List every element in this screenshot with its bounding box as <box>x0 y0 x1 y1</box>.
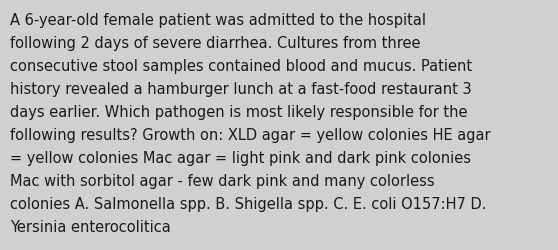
Text: history revealed a hamburger lunch at a fast-food restaurant 3: history revealed a hamburger lunch at a … <box>10 82 472 96</box>
Text: following results? Growth on: XLD agar = yellow colonies HE agar: following results? Growth on: XLD agar =… <box>10 128 490 142</box>
Text: consecutive stool samples contained blood and mucus. Patient: consecutive stool samples contained bloo… <box>10 58 472 74</box>
Text: Mac with sorbitol agar - few dark pink and many colorless: Mac with sorbitol agar - few dark pink a… <box>10 174 435 188</box>
Text: days earlier. Which pathogen is most likely responsible for the: days earlier. Which pathogen is most lik… <box>10 104 468 120</box>
Text: following 2 days of severe diarrhea. Cultures from three: following 2 days of severe diarrhea. Cul… <box>10 36 421 51</box>
Text: colonies A. Salmonella spp. B. Shigella spp. C. E. coli O157:H7 D.: colonies A. Salmonella spp. B. Shigella … <box>10 196 487 212</box>
Text: A 6-year-old female patient was admitted to the hospital: A 6-year-old female patient was admitted… <box>10 12 426 28</box>
Text: Yersinia enterocolitica: Yersinia enterocolitica <box>10 220 171 234</box>
Text: = yellow colonies Mac agar = light pink and dark pink colonies: = yellow colonies Mac agar = light pink … <box>10 150 471 166</box>
